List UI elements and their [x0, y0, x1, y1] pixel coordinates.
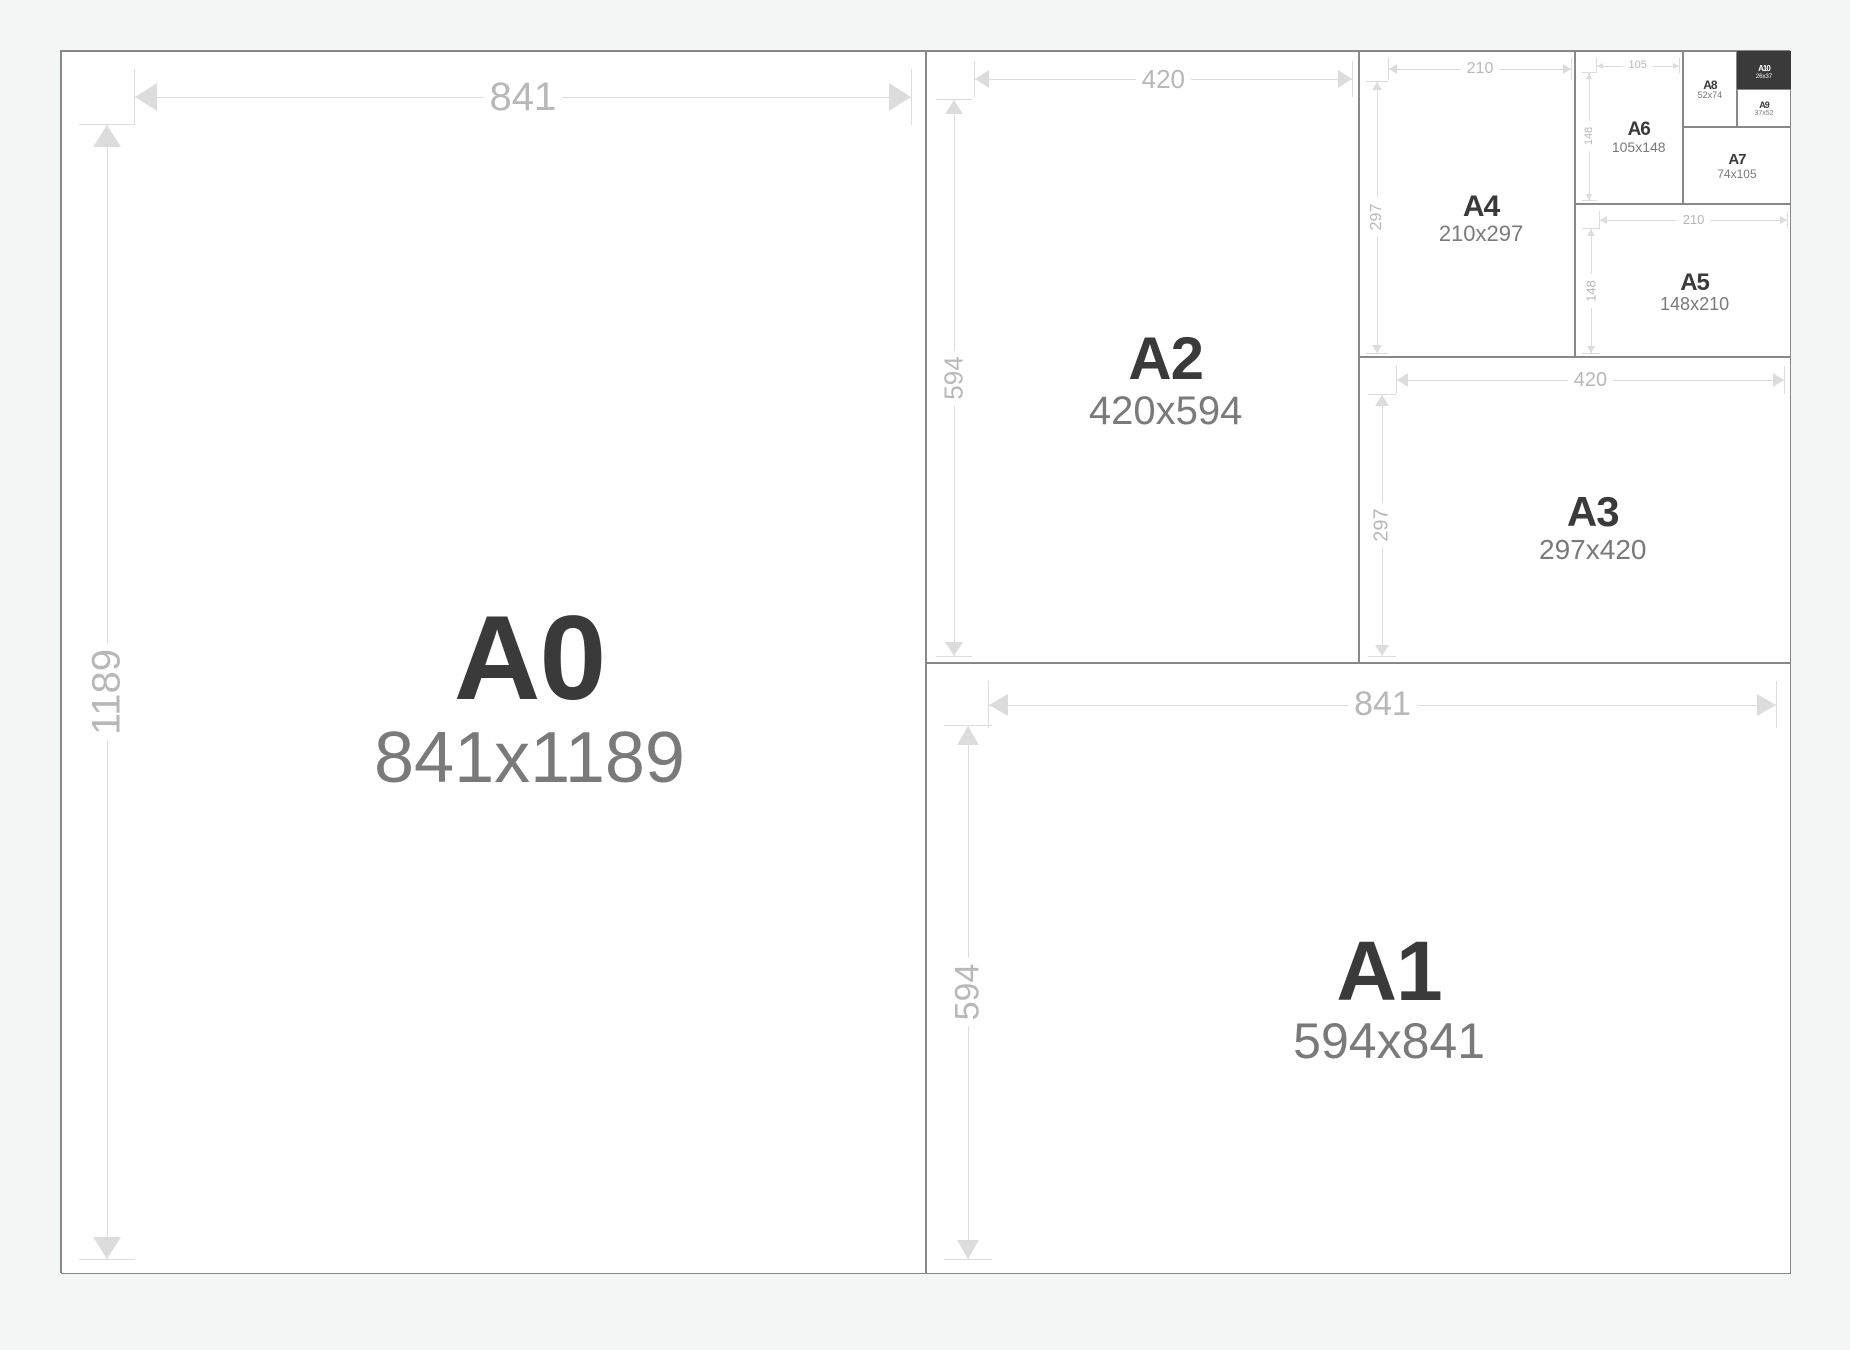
paper-a2: A2420x594 420594	[926, 51, 1359, 663]
paper-name: A9	[1738, 101, 1790, 110]
dim-height: 594	[944, 725, 992, 1260]
paper-dim: 594x841	[988, 1015, 1790, 1068]
paper-a1: A1594x841 841594	[926, 663, 1791, 1275]
paper-name: A0	[134, 595, 925, 721]
paper-dim: 105x148	[1596, 140, 1682, 155]
dim-height: 1189	[79, 124, 135, 1260]
paper-dim: 37x52	[1738, 110, 1790, 117]
paper-a6: A6105x148 105148	[1575, 51, 1683, 204]
paper-dim: 52x74	[1684, 91, 1736, 100]
paper-name: A3	[1396, 490, 1791, 534]
paper-name: A2	[974, 327, 1358, 390]
paper-label: A1026x37	[1740, 65, 1788, 80]
paper-name: A10	[1740, 65, 1788, 73]
dim-width: 210	[1388, 58, 1571, 80]
paper-a4: A4210x297 210297	[1359, 51, 1575, 357]
paper-label: A774x105	[1684, 152, 1790, 180]
paper-name: A6	[1596, 120, 1682, 140]
paper-label: A5148x210	[1599, 270, 1790, 314]
paper-name: A7	[1684, 152, 1790, 168]
paper-label: A2420x594	[974, 327, 1358, 432]
dim-height: 594	[936, 99, 972, 657]
paper-name: A5	[1599, 270, 1790, 295]
paper-dim: 297x420	[1396, 535, 1791, 564]
paper-label: A6105x148	[1596, 120, 1682, 155]
paper-dim: 210x297	[1388, 222, 1573, 245]
paper-label: A4210x297	[1388, 191, 1573, 246]
dim-width: 105	[1596, 58, 1680, 73]
dim-height: 297	[1366, 81, 1388, 354]
paper-label: A3297x420	[1396, 490, 1791, 563]
dim-width: 420	[974, 61, 1353, 97]
paper-a3: A3297x420 420297	[1359, 357, 1792, 663]
paper-a10: A1026x37	[1737, 51, 1791, 89]
dim-width: 841	[134, 69, 912, 125]
dim-width: 420	[1396, 366, 1786, 394]
paper-label: A852x74	[1684, 79, 1736, 101]
paper-dim: 74x105	[1684, 168, 1790, 181]
dim-height: 148	[1582, 72, 1597, 201]
paper-dim: 420x594	[974, 390, 1358, 432]
dim-width: 841	[988, 681, 1777, 729]
paper-name: A4	[1388, 191, 1573, 223]
paper-size-diagram: A0841x11898411189A1594x841841594A2420x59…	[60, 50, 1790, 1273]
paper-label: A937x52	[1738, 101, 1790, 118]
dim-height: 148	[1582, 228, 1600, 353]
dim-width: 210	[1599, 211, 1788, 229]
paper-name: A1	[988, 927, 1790, 1015]
paper-dim: 841x1189	[134, 721, 925, 797]
paper-a0: A0841x1189 8411189	[61, 51, 926, 1274]
paper-a7: A774x105	[1683, 127, 1791, 203]
paper-label: A0841x1189	[134, 595, 925, 797]
paper-dim: 26x37	[1740, 74, 1788, 80]
paper-dim: 148x210	[1599, 295, 1790, 314]
paper-a5: A5148x210 210148	[1575, 204, 1791, 357]
paper-a9: A937x52	[1737, 89, 1791, 127]
paper-label: A1594x841	[988, 927, 1790, 1068]
paper-a8: A852x74	[1683, 51, 1737, 127]
dim-height: 297	[1368, 394, 1396, 657]
